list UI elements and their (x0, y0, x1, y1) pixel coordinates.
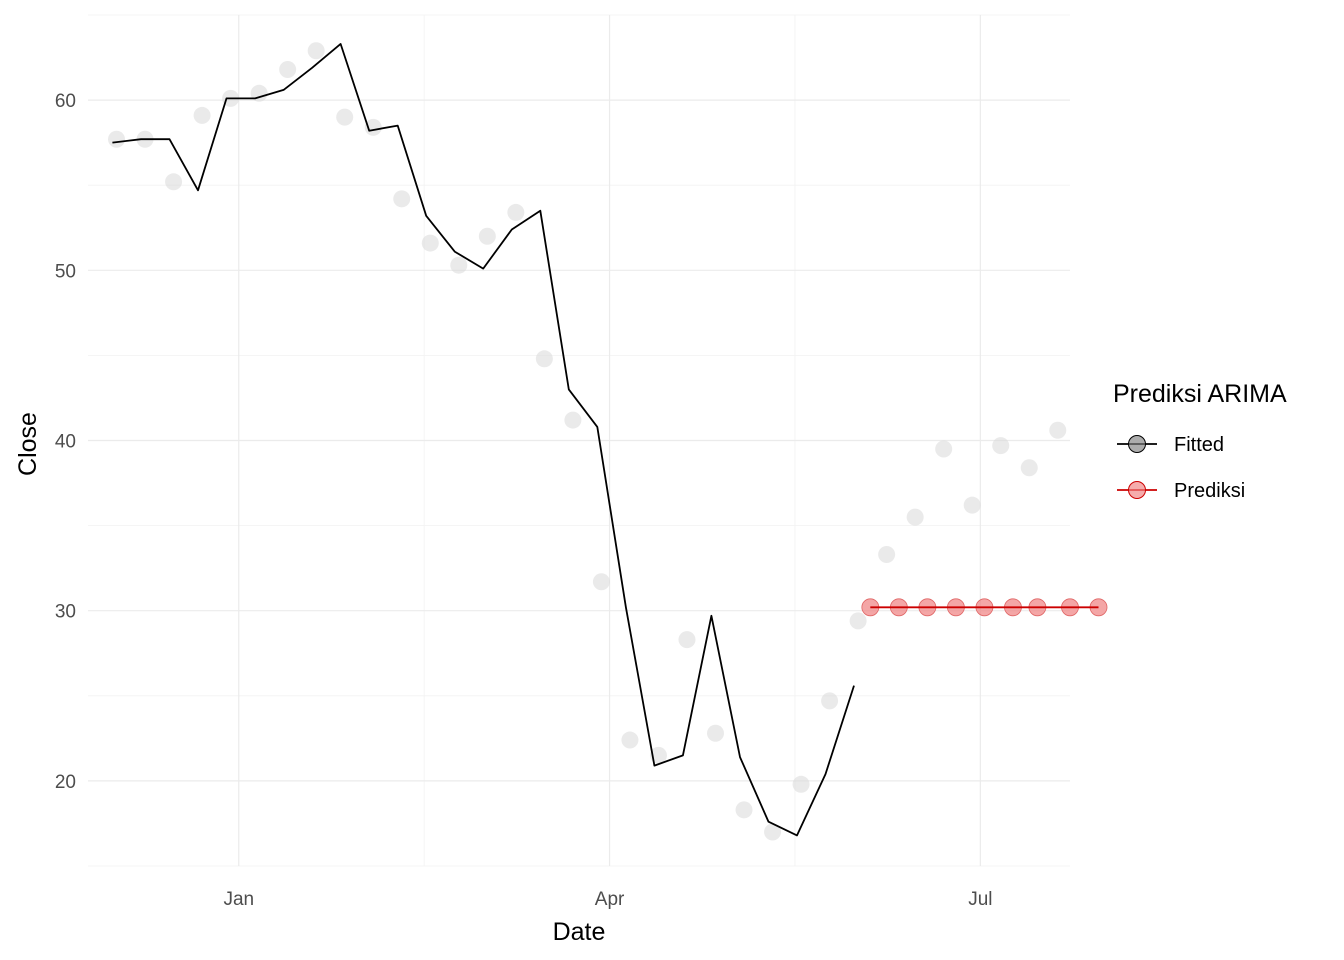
actual-point (307, 42, 325, 60)
legend: Prediksi ARIMA Fitted Prediksi (1113, 380, 1287, 502)
actual-point (336, 108, 354, 126)
x-tick-label: Jul (968, 889, 992, 910)
legend-label: Prediksi (1174, 480, 1245, 502)
actual-point (963, 496, 981, 514)
y-tick-label: 40 (55, 432, 76, 453)
actual-point (878, 546, 896, 564)
x-axis-title: Date (553, 918, 606, 946)
actual-point (279, 60, 297, 78)
legend-title: Prediksi ARIMA (1113, 380, 1287, 408)
actual-point (450, 256, 468, 274)
fitted-line (112, 43, 855, 837)
actual-point (364, 118, 382, 136)
actual-point (478, 227, 496, 245)
actual-point (992, 437, 1010, 455)
actual-point (621, 731, 639, 749)
actual-point (592, 573, 610, 591)
legend-entries: Fitted Prediksi (1117, 434, 1245, 502)
actual-point (507, 203, 525, 221)
y-tick-label: 30 (55, 602, 76, 623)
actual-point (792, 775, 810, 793)
actual-point (564, 411, 582, 429)
legend-entry: Fitted (1117, 434, 1224, 456)
y-tick-labels: 20 30 40 50 60 (55, 91, 76, 793)
y-tick-label: 60 (55, 91, 76, 112)
x-tick-labels: Jan Apr Jul (223, 889, 992, 910)
legend-key-point (1128, 435, 1146, 453)
actual-point (193, 106, 211, 124)
grid-major (88, 15, 1070, 866)
actual-point (421, 234, 439, 252)
actual-point (535, 350, 553, 368)
grid-minor (88, 14, 1070, 867)
actual-point (393, 190, 411, 208)
actual-point (906, 508, 924, 526)
y-tick-label: 50 (55, 261, 76, 282)
x-tick-label: Apr (595, 889, 625, 910)
actual-point (165, 173, 183, 191)
actual-point (735, 801, 753, 819)
legend-label: Fitted (1174, 434, 1224, 456)
y-axis-title: Close (14, 412, 42, 476)
actual-point (108, 130, 126, 148)
actual-point (1020, 459, 1038, 477)
legend-key-point (1128, 481, 1146, 499)
actual-points (108, 42, 1067, 841)
x-tick-label: Jan (223, 889, 254, 910)
actual-point (1049, 421, 1067, 439)
actual-point (764, 823, 782, 841)
series-layer (112, 43, 1108, 837)
y-tick-label: 20 (55, 772, 76, 793)
actual-point (821, 692, 839, 710)
actual-point (678, 631, 696, 649)
legend-entry: Prediksi (1117, 480, 1245, 502)
actual-point (849, 612, 867, 630)
actual-point (935, 440, 953, 458)
actual-point (707, 724, 725, 742)
